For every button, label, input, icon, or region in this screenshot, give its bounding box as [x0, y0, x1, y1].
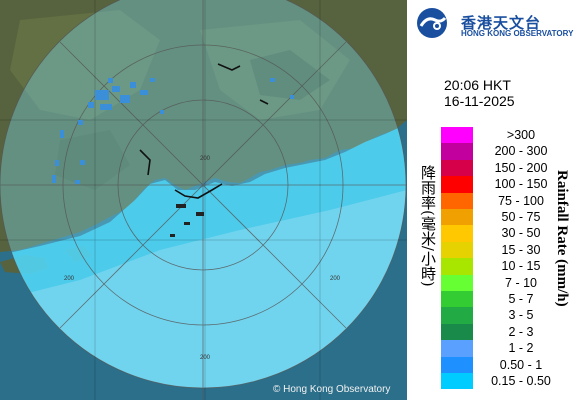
legend-label: 2 - 3	[508, 324, 534, 339]
legend-item: 150 - 200	[441, 159, 571, 177]
legend-item: 200 - 300	[441, 143, 571, 160]
legend-item: 7 - 10	[441, 274, 571, 291]
legend-swatch	[441, 209, 473, 226]
coastline	[139, 63, 269, 199]
legend-label: 15 - 30	[501, 242, 541, 257]
legend-swatch	[441, 241, 473, 259]
legend-item: 100 - 150	[441, 176, 571, 193]
radar-map: 200 200 200 200 © Hong Kong Observatory	[0, 0, 407, 400]
date-label: 16-11-2025	[444, 93, 515, 109]
legend-item: 5 - 7	[441, 291, 571, 308]
legend-panel: 香港天文台 HONG KONG OBSERVATORY 20:06 HKT 16…	[407, 0, 577, 400]
range-label: 200	[330, 276, 341, 282]
legend-item: 75 - 100	[441, 192, 571, 209]
legend-title-en: Rainfall Rate (mm/h)	[554, 170, 570, 307]
legend-item: 3 - 5	[441, 307, 571, 324]
range-label: 200	[200, 156, 211, 162]
legend-item: 30 - 50	[441, 225, 571, 242]
legend-item: >300	[441, 127, 571, 144]
rain-sea-deep	[0, 190, 406, 388]
legend-item: 0.15 - 0.50	[441, 373, 571, 390]
legend-item: 15 - 30	[441, 241, 571, 259]
legend-label: 1 - 2	[508, 341, 534, 356]
legend-swatch	[441, 356, 473, 373]
org-name-cn: 香港天文台	[461, 14, 542, 32]
legend-swatch	[441, 127, 473, 144]
legend-label: 30 - 50	[501, 226, 541, 241]
legend-label: 0.50 - 1	[499, 357, 543, 372]
legend-item: 2 - 3	[441, 323, 571, 341]
rain-echoes	[52, 78, 294, 184]
legend-label: 10 - 15	[501, 259, 541, 274]
copyright-text: © Hong Kong Observatory	[273, 384, 391, 395]
range-label: 200	[64, 276, 75, 282]
hko-logo: 香港天文台 HONG KONG OBSERVATORY	[415, 6, 575, 40]
legend-item: 50 - 75	[441, 209, 571, 226]
org-name-en: HONG KONG OBSERVATORY	[461, 29, 574, 38]
legend-item: 10 - 15	[441, 258, 571, 275]
legend-label: 150 - 200	[494, 160, 548, 175]
legend-swatch	[441, 192, 473, 209]
legend-item: 0.50 - 1	[441, 356, 571, 373]
legend-swatch	[441, 274, 473, 291]
legend-swatch	[441, 225, 473, 242]
legend-label: 7 - 10	[505, 275, 537, 290]
legend-label: 100 - 150	[494, 177, 548, 192]
hong-kong-islands	[170, 204, 204, 237]
hko-emblem-icon	[417, 8, 447, 38]
legend-label: 3 - 5	[508, 308, 534, 323]
legend-swatch	[441, 258, 473, 275]
legend-swatch	[441, 323, 473, 341]
time-label: 20:06 HKT	[444, 77, 511, 93]
legend-label: 0.15 - 0.50	[491, 374, 551, 388]
legend-swatch	[441, 340, 473, 357]
legend-label: 50 - 75	[501, 210, 541, 224]
legend-swatch	[441, 143, 473, 160]
legend-swatch	[441, 373, 473, 390]
legend-item: 1 - 2	[441, 340, 571, 357]
range-rings	[0, 0, 407, 400]
legend-title-cn: 降雨率(毫米/小時)	[419, 165, 437, 287]
legend-label: 75 - 100	[498, 193, 544, 208]
legend-swatch	[441, 159, 473, 177]
legend-label: 200 - 300	[494, 144, 548, 159]
legend-label: >300	[506, 128, 536, 142]
range-label: 200	[200, 355, 211, 361]
legend-swatch	[441, 176, 473, 193]
legend-swatch	[441, 307, 473, 324]
legend-swatch	[441, 291, 473, 308]
legend-label: 5 - 7	[508, 292, 534, 306]
lat-lon-grid	[0, 0, 407, 400]
